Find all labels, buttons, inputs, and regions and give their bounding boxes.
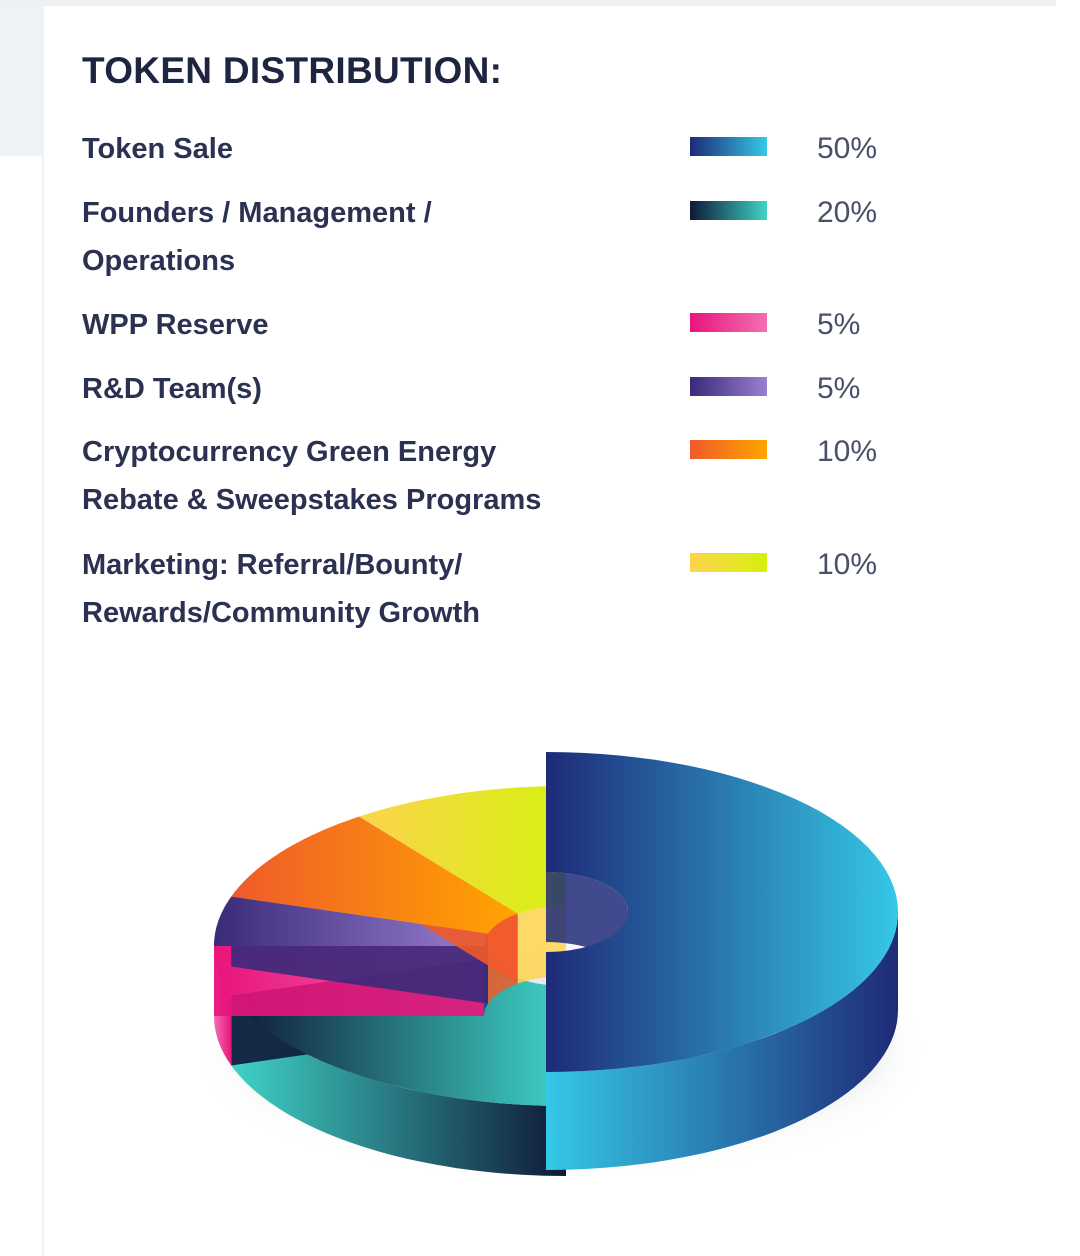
- legend-label: Founders / Management / Operations: [82, 197, 432, 277]
- legend-label: R&D Team(s): [82, 373, 262, 405]
- legend-value: 5%: [817, 372, 861, 405]
- legend-swatch: [690, 553, 767, 572]
- pie-slice: [231, 816, 518, 1004]
- legend-swatch: [690, 201, 767, 220]
- legend-value: 5%: [817, 308, 861, 341]
- legend-label: WPP Reserve: [82, 309, 269, 341]
- legend-label: Cryptocurrency Green Energy Rebate & Swe…: [82, 436, 542, 516]
- legend-value: 10%: [817, 435, 878, 468]
- legend-label: Marketing: Referral/Bounty/ Rewards/Comm…: [82, 549, 480, 629]
- legend-swatch: [690, 137, 767, 156]
- legend-value: 10%: [817, 548, 878, 581]
- pie-slice: [546, 752, 898, 1170]
- legend-swatch: [690, 440, 767, 459]
- legend-label: Token Sale: [82, 133, 233, 165]
- pie-chart: [214, 752, 898, 1176]
- legend-swatch: [690, 313, 767, 332]
- top-edge: [0, 0, 1056, 6]
- left-panel-edge: [0, 0, 42, 156]
- legend-value: 50%: [817, 132, 878, 165]
- legend-value: 20%: [817, 196, 878, 229]
- chart-title: TOKEN DISTRIBUTION:: [82, 50, 503, 91]
- legend-swatch: [690, 377, 767, 396]
